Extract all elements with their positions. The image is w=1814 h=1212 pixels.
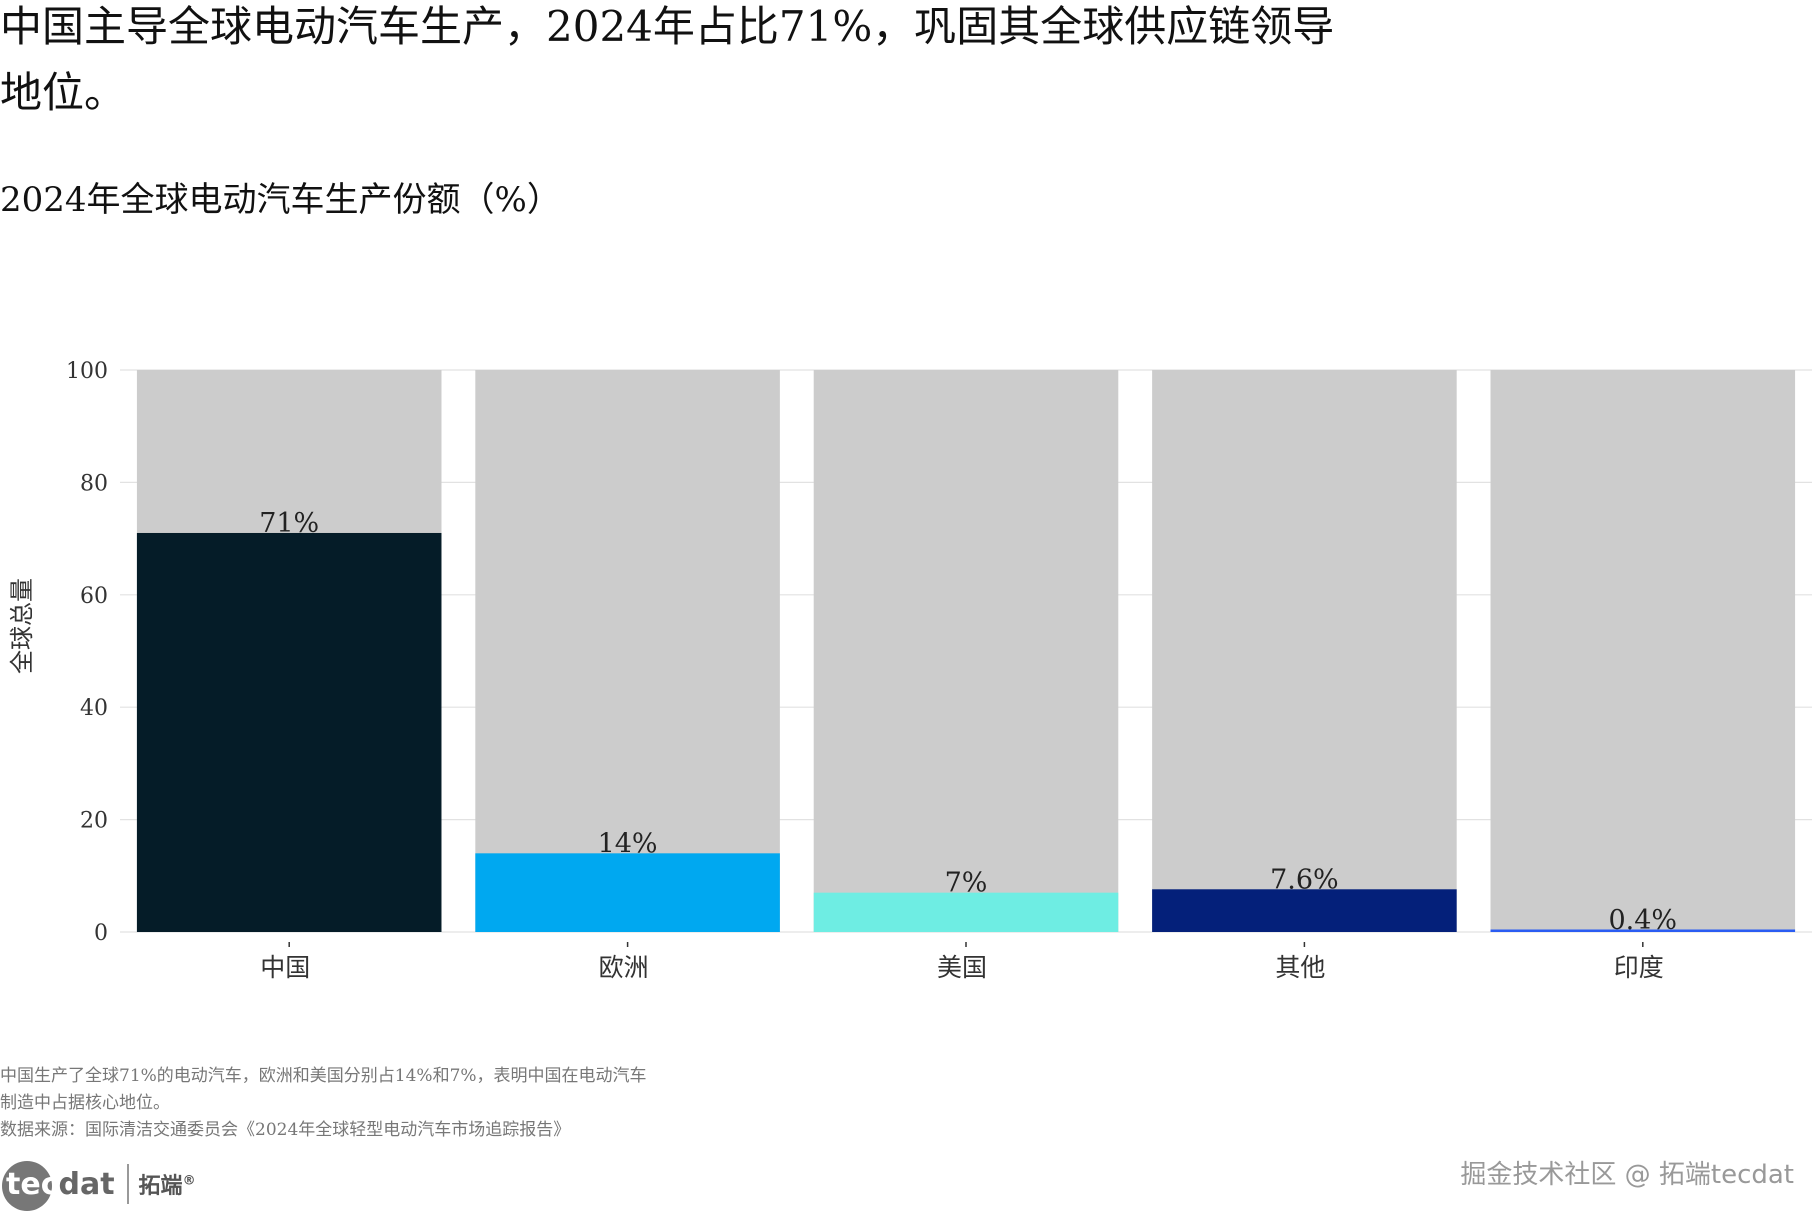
x-tick-label: 欧洲	[599, 953, 649, 982]
caption: 中国生产了全球71%的电动汽车，欧洲和美国分别占14%和7%，表明中国在电动汽车…	[0, 1063, 660, 1144]
caption-source: 数据来源：国际清洁交通委员会《2024年全球轻型电动汽车市场追踪报告》	[0, 1120, 571, 1140]
watermark: 掘金技术社区 @ 拓端tecdat	[1460, 1160, 1794, 1190]
logo-cn-text: 拓端	[138, 1174, 183, 1199]
data-label: 14%	[598, 828, 658, 859]
logo-mark-b: dat	[58, 1166, 115, 1202]
bar-2	[813, 892, 1119, 932]
background-bar	[813, 370, 1119, 932]
caption-text: 中国生产了全球71%的电动汽车，欧洲和美国分别占14%和7%，表明中国在电动汽车…	[0, 1066, 647, 1113]
logo-mark: tecdat	[2, 1160, 115, 1211]
y-tick-label: 40	[80, 696, 108, 721]
logo-mark-a: tec	[6, 1166, 59, 1202]
bar-1	[475, 853, 780, 932]
background-bar	[475, 370, 780, 932]
background-bars	[136, 370, 1796, 932]
bar-3	[1152, 889, 1457, 932]
y-tick-label: 100	[66, 359, 108, 384]
data-label: 7%	[945, 868, 988, 899]
data-labels: 71% 14% 7% 7.6% 0.4%	[259, 508, 1677, 936]
y-tick-label: 20	[80, 809, 108, 834]
x-tick-label: 美国	[937, 953, 987, 982]
x-tick-label: 中国	[260, 953, 310, 982]
x-tick-label: 印度	[1614, 953, 1664, 982]
background-bar	[1152, 370, 1457, 932]
bar-4	[1490, 929, 1796, 932]
logo-cn: 拓端®	[139, 1168, 196, 1200]
logo-circle	[2, 1160, 52, 1211]
data-label: 0.4%	[1608, 905, 1677, 936]
logo-divider	[126, 1164, 129, 1204]
y-tick-label: 60	[80, 584, 108, 609]
y-axis-label: 全球总量	[8, 578, 36, 674]
data-label: 7.6%	[1270, 864, 1339, 895]
bar-0	[136, 532, 442, 932]
tecdat-logo: tecdat 拓端®	[2, 1156, 196, 1212]
headline: 中国主导全球电动汽车生产，2024年占比71%，巩固其全球供应链领导地位。	[0, 2, 1335, 117]
value-bars	[136, 532, 1796, 932]
background-bar	[1490, 370, 1796, 932]
y-tick-label: 0	[94, 921, 108, 946]
x-tick-label: 其他	[1275, 953, 1325, 982]
chart-subtitle: 2024年全球电动汽车生产份额（%）	[0, 180, 561, 220]
logo-reg: ®	[182, 1173, 196, 1189]
data-label: 71%	[259, 508, 319, 539]
y-tick-label: 80	[80, 471, 108, 496]
